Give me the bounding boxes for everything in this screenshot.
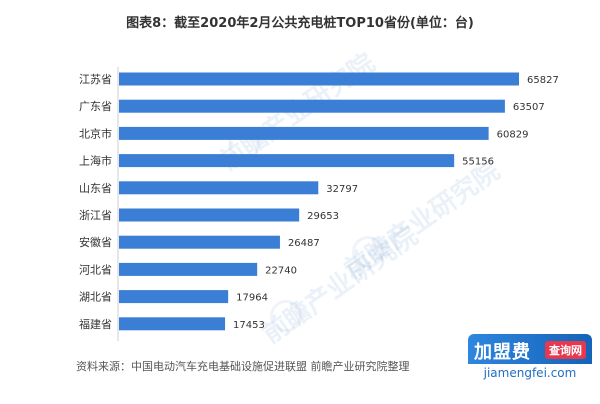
category-label: 福建省 — [79, 317, 112, 331]
chart-title: 图表8：截至2020年2月公共充电桩TOP10省份(单位：台) — [126, 16, 474, 31]
category-label: 湖北省 — [79, 291, 112, 304]
brand-url: jiamengfei.com — [483, 366, 577, 380]
value-label: 17453 — [233, 320, 265, 331]
brand-subtitle: 查询网 — [545, 341, 586, 359]
bar — [119, 99, 505, 113]
category-label: 河北省 — [79, 263, 112, 276]
category-label: 山东省 — [79, 182, 112, 195]
watermark-logo-icon — [270, 300, 302, 332]
brand-name: 加盟费 — [474, 342, 531, 363]
bar — [119, 72, 519, 86]
bar — [119, 235, 280, 249]
value-label: 55156 — [462, 157, 494, 168]
value-label: 29653 — [307, 211, 339, 222]
bar — [119, 126, 489, 140]
value-label: 17964 — [236, 293, 268, 304]
bar — [119, 154, 455, 168]
bar — [119, 181, 319, 195]
watermark-logo-icon — [352, 236, 384, 268]
category-label: 江苏省 — [79, 73, 112, 86]
bar — [119, 262, 258, 276]
value-label: 63507 — [513, 102, 545, 113]
value-label: 22740 — [265, 265, 297, 276]
value-label: 26487 — [288, 238, 320, 249]
bar — [119, 317, 226, 331]
category-label: 浙江省 — [79, 209, 112, 222]
value-label: 60829 — [497, 129, 529, 140]
category-label: 安徽省 — [79, 235, 112, 249]
category-label: 广东省 — [79, 100, 112, 113]
value-label: 32797 — [326, 184, 358, 195]
brand-banner: 加盟费 查询网 — [468, 334, 592, 364]
bar — [119, 290, 229, 304]
bar — [119, 208, 300, 222]
category-label: 上海市 — [79, 154, 112, 168]
brand-logo[interactable]: 加盟费 查询网 jiamengfei.com — [468, 334, 592, 388]
value-label: 65827 — [527, 75, 559, 86]
category-label: 北京市 — [79, 126, 112, 140]
source-note: 资料来源：中国电动汽车充电基础设施促进联盟 前瞻产业研究院整理 — [76, 360, 410, 373]
